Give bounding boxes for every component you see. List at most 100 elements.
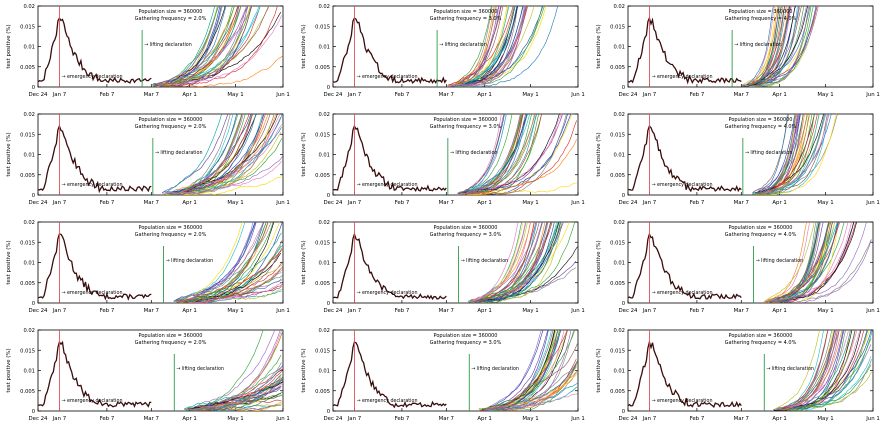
x-tick-label: Feb 7 [690, 200, 705, 206]
trajectory-line [177, 114, 254, 195]
y-tick-label: 0.005 [610, 65, 625, 71]
trajectory-line [174, 156, 283, 195]
x-tick-label: Dec 24 [618, 308, 638, 314]
x-tick-label: Apr 1 [477, 308, 491, 314]
trajectory-line [779, 371, 872, 411]
lifting-label: → lifting declaration [734, 42, 782, 48]
trajectory-line [778, 330, 839, 410]
x-tick-label: Apr 1 [772, 92, 786, 98]
y-tick-label: 0.005 [20, 173, 35, 179]
observed-line [332, 17, 447, 85]
trajectory-line [462, 114, 531, 193]
observed-line [37, 340, 152, 408]
trajectory-line [460, 6, 518, 87]
x-tick-label: Feb 7 [395, 92, 410, 98]
trajectory-line [486, 330, 572, 411]
trajectory-line [774, 222, 853, 301]
y-tick-label: 0.02 [23, 220, 35, 226]
observed-line [627, 339, 742, 408]
observed-line [627, 232, 742, 300]
x-tick-label: May 1 [227, 92, 243, 98]
trajectory-line [788, 330, 856, 411]
chart-panel: 0 0.005 0.01 0.015 0.02 Dec 24 Jan 7 Feb 7 Mar 7… [0, 216, 294, 323]
x-tick-label: Apr 1 [772, 200, 786, 206]
trajectory-line [741, 6, 783, 87]
observed-line [627, 16, 742, 85]
x-tick-label: May 1 [227, 200, 243, 206]
population-annotation: Population size = 360000 [138, 225, 202, 231]
x-tick-label: Mar 7 [734, 92, 749, 98]
x-tick-label: Mar 7 [439, 200, 454, 206]
y-tick-label: 0.005 [610, 173, 625, 179]
trajectory-line [468, 139, 577, 195]
y-tick-label: 0 [622, 193, 625, 199]
y-tick-label: 0.015 [20, 132, 35, 138]
trajectory-line [172, 132, 282, 195]
trajectory-line [169, 114, 237, 194]
trajectory-line [472, 222, 527, 302]
chart-panel: 0 0.005 0.01 0.015 0.02 Dec 24 Jan 7 Feb 7 Mar 7… [590, 0, 884, 107]
chart-panel: 0 0.005 0.01 0.015 0.02 Dec 24 Jan 7 Feb 7 Mar 7… [295, 0, 589, 107]
trajectory-line [179, 222, 254, 303]
trajectory-line [763, 222, 815, 302]
y-tick-label: 0.01 [613, 369, 625, 375]
x-tick-label: Jun 1 [570, 200, 585, 206]
y-axis-label: test positive (%) [6, 240, 12, 284]
trajectory-line [167, 114, 231, 194]
trajectory-line [473, 222, 564, 303]
trajectory-line [774, 222, 818, 302]
x-tick-label: Feb 7 [100, 308, 115, 314]
trajectory-line [748, 6, 786, 86]
trajectory-line [175, 290, 282, 303]
trajectory-line [188, 381, 283, 411]
trajectory-line [176, 114, 271, 195]
y-axis-label: test positive (%) [301, 240, 307, 284]
trajectory-line [164, 176, 282, 195]
emergency-label: → emergency declaration [651, 182, 712, 188]
chart-svg: 0 0.005 0.01 0.015 0.02 Dec 24 Jan 7 Feb 7 Mar 7… [301, 112, 585, 206]
observed-line [37, 16, 152, 84]
y-tick-label: 0.005 [315, 173, 330, 179]
trajectory-line [754, 6, 812, 87]
gathering-annotation: Gathering frequency = 4.0% [725, 16, 797, 22]
x-tick-label: Feb 7 [395, 308, 410, 314]
gathering-annotation: Gathering frequency = 3.0% [430, 232, 502, 238]
lifting-label: → lifting declaration [144, 42, 192, 48]
y-tick-label: 0 [327, 193, 330, 199]
chart-panel: 0 0.005 0.01 0.015 0.02 Dec 24 Jan 7 Feb 7 Mar 7… [0, 0, 294, 107]
trajectory-line [781, 330, 829, 409]
observed-line [332, 341, 447, 409]
emergency-label: → emergency declaration [61, 398, 122, 404]
chart-panel: 0 0.005 0.01 0.015 0.02 Dec 24 Jan 7 Feb 7 Mar 7… [0, 108, 294, 215]
trajectory-line [766, 114, 830, 193]
y-tick-label: 0.005 [20, 389, 35, 395]
trajectory-line [153, 6, 247, 86]
trajectory-line [175, 114, 234, 194]
x-tick-label: Apr 1 [182, 308, 196, 314]
trajectory-line [158, 6, 220, 86]
trajectory-line [752, 114, 826, 194]
trajectory-line [183, 248, 283, 302]
y-tick-label: 0.01 [23, 45, 35, 51]
y-tick-label: 0.02 [318, 4, 330, 10]
observed-line [332, 124, 447, 192]
trajectory-line [166, 6, 249, 87]
gathering-annotation: Gathering frequency = 3.0% [430, 16, 502, 22]
chart-svg: 0 0.005 0.01 0.015 0.02 Dec 24 Jan 7 Feb 7 Mar 7… [6, 112, 290, 206]
trajectory-line [467, 114, 567, 195]
y-tick-label: 0.01 [613, 153, 625, 159]
x-tick-label: Jun 1 [865, 200, 880, 206]
lifting-label: → lifting declaration [439, 42, 487, 48]
trajectory-line [186, 222, 275, 303]
population-annotation: Population size = 360000 [433, 333, 497, 339]
emergency-label: → emergency declaration [356, 398, 417, 404]
trajectory-line [758, 114, 828, 195]
x-tick-label: Mar 7 [144, 92, 159, 98]
chart-svg: 0 0.005 0.01 0.015 0.02 Dec 24 Jan 7 Feb 7 Mar 7… [6, 328, 290, 422]
trajectory-line [754, 6, 817, 86]
y-tick-label: 0.015 [20, 348, 35, 354]
trajectory-line [173, 114, 278, 194]
x-tick-label: May 1 [522, 92, 538, 98]
y-tick-label: 0.01 [318, 153, 330, 159]
x-tick-label: Jan 7 [52, 92, 66, 98]
